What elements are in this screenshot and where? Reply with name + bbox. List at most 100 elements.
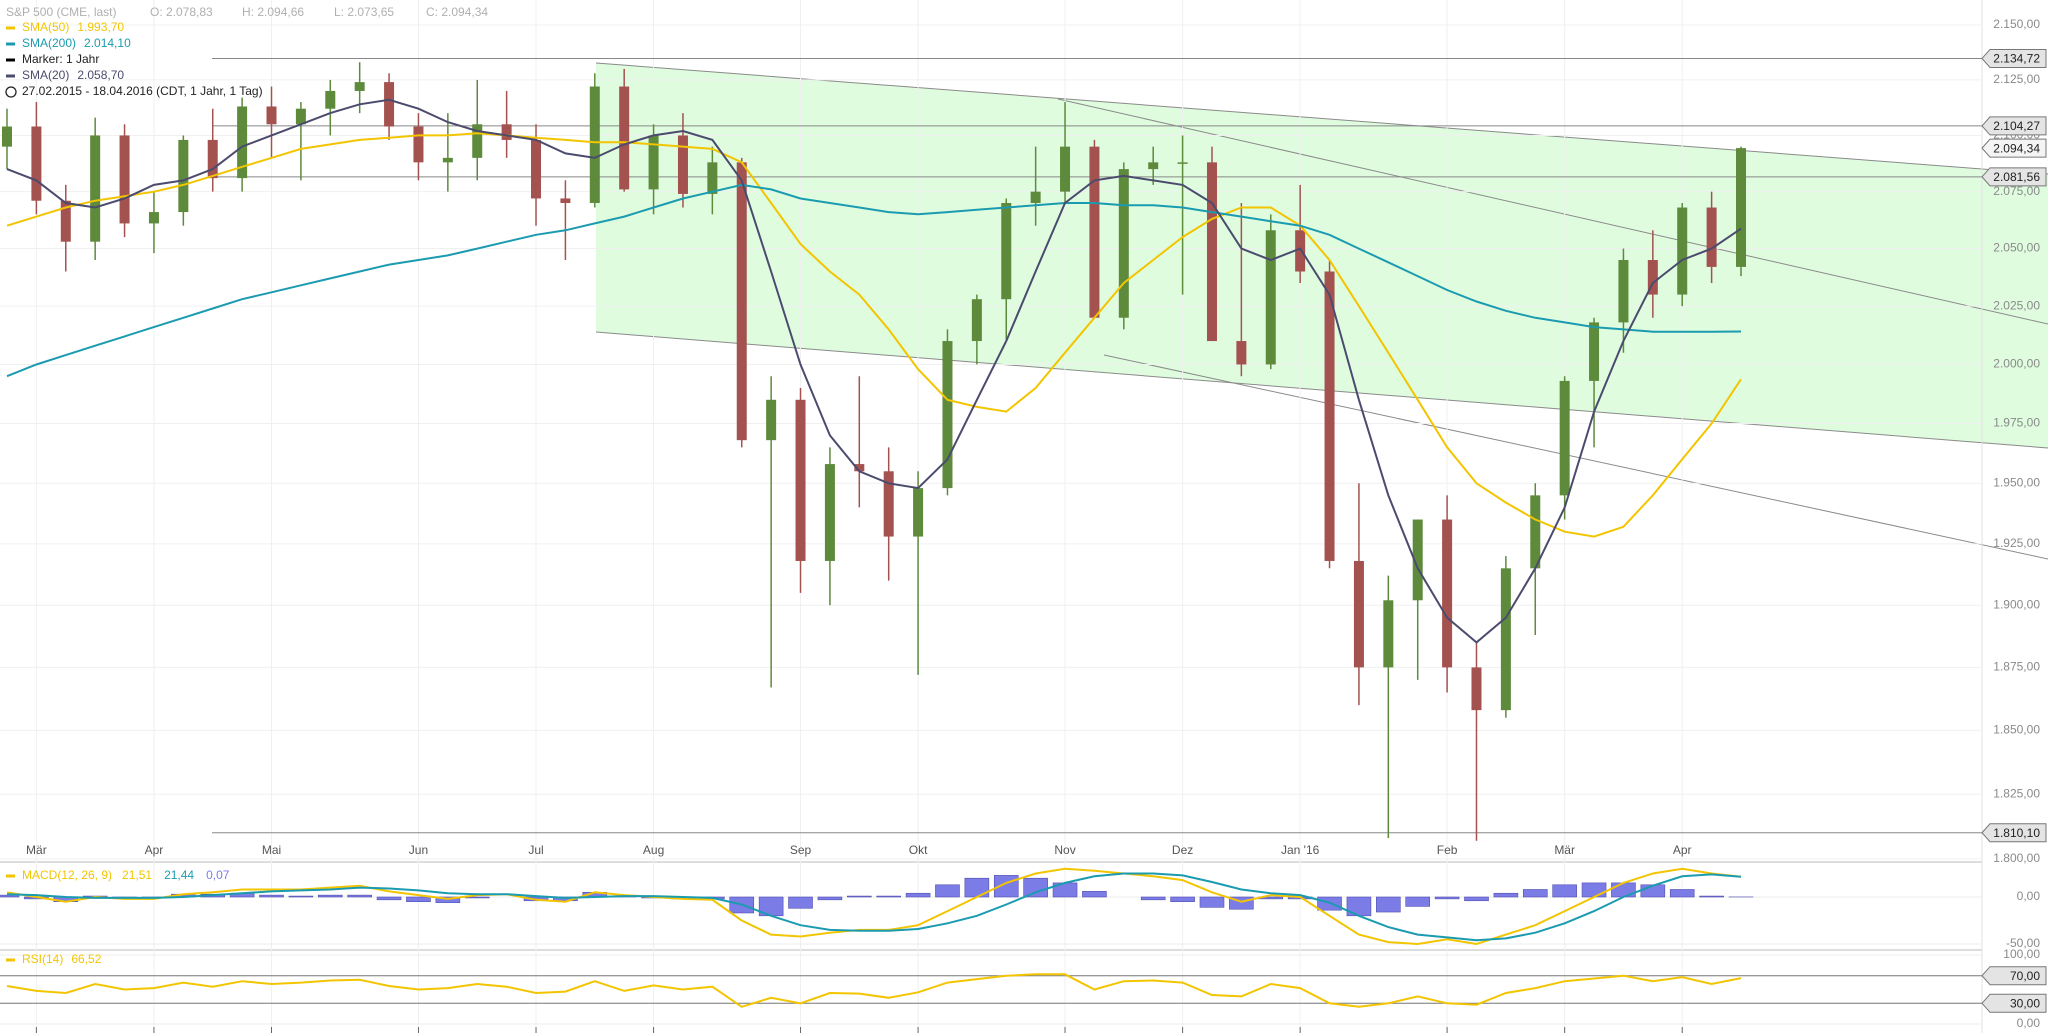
legend-value: 21,51 [122, 868, 152, 882]
candle-body [119, 135, 130, 224]
candle-body [589, 86, 600, 203]
level-label: 2.081,56 [1993, 170, 2040, 184]
candle-body [90, 135, 101, 242]
candle-body [1677, 207, 1688, 295]
candle-body [795, 399, 806, 561]
legend-name: SMA(50) [22, 20, 69, 34]
candle-body [971, 299, 982, 342]
x-tick-label: Okt [909, 843, 928, 857]
candle-body [766, 399, 777, 441]
candle-body [1324, 271, 1335, 561]
candle-body [913, 488, 924, 537]
plot-layer: Mär Apr Mai Jun Jul Aug Sep Okt Nov Dez Jan '16 Feb… [0, 5, 2047, 1033]
candle-body [677, 135, 688, 194]
level-box [1981, 48, 2047, 68]
candle-body [354, 82, 365, 91]
last-price-box [1981, 138, 2047, 158]
candle-body [207, 139, 218, 179]
candle-body [1412, 519, 1423, 601]
legend-name: RSI(14) [22, 952, 63, 966]
x-tick-label: Dez [1172, 843, 1193, 857]
histogram-bar [259, 894, 284, 898]
candle-body [560, 198, 571, 203]
candle-body [1442, 519, 1453, 668]
y-tick-label: 0,00 [2017, 1016, 2041, 1030]
y-tick-label: 0,00 [2017, 889, 2041, 903]
candle-body [1706, 207, 1717, 267]
sma-line [6, 98, 1742, 644]
y-tick-label: 1.875,00 [1993, 660, 2040, 674]
legend-value: 1.993,70 [77, 20, 124, 34]
level-box [1981, 167, 2047, 187]
candle-body [1236, 341, 1247, 365]
x-tick-label: Feb [1437, 843, 1458, 857]
histogram-bar [1522, 889, 1548, 898]
level-label: 2.134,72 [1993, 52, 2040, 66]
trend-line [595, 331, 2048, 449]
candle-body [619, 86, 630, 190]
x-tick-label: Nov [1054, 843, 1075, 857]
candle-body [413, 126, 424, 163]
x-tick-label: Apr [1673, 843, 1692, 857]
candle-body [854, 464, 865, 472]
candle-body [1530, 495, 1541, 569]
histogram-bar [317, 894, 343, 898]
y-tick-label: 1.925,00 [1993, 536, 2040, 550]
clock-icon [5, 86, 17, 98]
rsi-line [6, 973, 1742, 1008]
legend-value: 0,07 [206, 868, 230, 882]
candle-body [2, 126, 12, 147]
candle-body [1148, 162, 1159, 170]
legend-value: 21,44 [164, 868, 194, 882]
y-tick-label: 1.850,00 [1993, 723, 2040, 737]
level-box [1981, 116, 2047, 136]
y-tick-label: 100,00 [2003, 947, 2040, 961]
candle-body [266, 106, 277, 125]
trend-line [1057, 98, 2048, 325]
trend-channel [596, 63, 2048, 448]
histogram-bar [788, 896, 813, 909]
ohlc-value: C: 2.094,34 [426, 5, 488, 19]
y-tick-label: 2.075,00 [1993, 184, 2040, 198]
level-label: 30,00 [2010, 996, 2040, 1010]
candle-body [707, 162, 718, 194]
histogram-bar [1552, 884, 1577, 898]
candle-body [1177, 162, 1188, 164]
y-tick-label: -50,00 [2006, 936, 2040, 950]
candle-body [501, 124, 512, 140]
histogram-bar [1464, 896, 1489, 902]
ohlc-value: O: 2.078,83 [150, 5, 213, 19]
histogram-bar [935, 884, 960, 898]
legend-value: 2.058,70 [77, 68, 124, 82]
candle-body [1559, 380, 1570, 496]
candle-body [60, 200, 71, 242]
histogram-bar [1581, 882, 1607, 898]
histogram-bar [1669, 889, 1695, 898]
histogram-bar [1611, 882, 1636, 898]
candle-body [1383, 600, 1394, 668]
ohlc-value: H: 2.094,66 [242, 5, 304, 19]
candle-body [736, 162, 747, 441]
macd-line [6, 872, 1742, 942]
candle-body [1089, 146, 1100, 318]
candle-body [1118, 169, 1129, 318]
trend-line [1103, 354, 2048, 560]
level-label: 2.104,27 [1993, 119, 2040, 133]
candle-body [1265, 230, 1276, 365]
candle-body [824, 464, 835, 561]
candle-body [942, 341, 953, 489]
x-tick-label: Mai [262, 843, 281, 857]
candle-body [384, 82, 395, 127]
chart-title: S&P 500 (CME, last) [6, 5, 116, 19]
date-range: 27.02.2015 - 18.04.2016 (CDT, 1 Jahr, 1 … [22, 84, 263, 98]
sma-line [6, 183, 1742, 378]
histogram-bar [1082, 891, 1107, 898]
candle-body [237, 106, 248, 179]
y-tick-label: 1.975,00 [1993, 416, 2040, 430]
candle-body [1353, 560, 1364, 668]
histogram-bar [964, 877, 990, 898]
histogram-bar [1405, 896, 1431, 907]
candle-body [31, 126, 42, 201]
x-tick-label: Mär [1554, 843, 1575, 857]
candle-body [1030, 191, 1041, 203]
